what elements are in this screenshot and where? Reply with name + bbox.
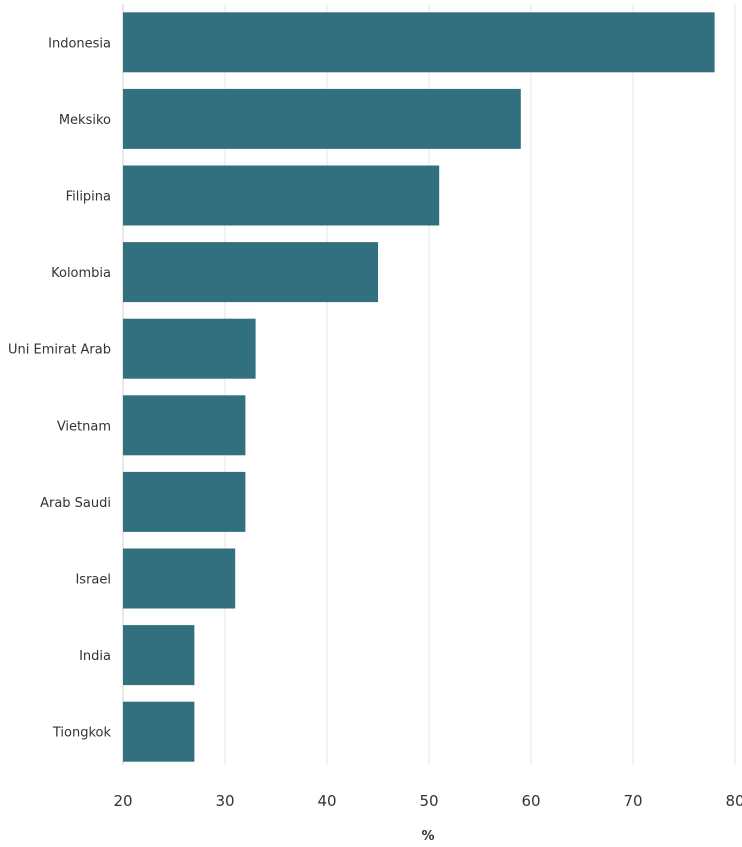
y-category-label: Uni Emirat Arab	[8, 343, 111, 358]
y-category-label: Filipina	[66, 190, 111, 205]
bar	[123, 165, 440, 226]
y-category-label: Meksiko	[59, 113, 111, 128]
x-axis-title: %	[421, 829, 434, 843]
x-tick-label: 50	[419, 792, 438, 810]
bar	[123, 701, 195, 762]
x-tick-label: 40	[317, 792, 336, 810]
y-category-label: Arab Saudi	[40, 496, 111, 511]
bar	[123, 242, 378, 303]
bar	[123, 12, 715, 73]
bar	[123, 548, 236, 609]
bar	[123, 471, 246, 532]
y-category-label: Kolombia	[51, 266, 111, 281]
y-category-label: Indonesia	[48, 36, 111, 51]
bars	[123, 12, 715, 762]
x-tick-label: 20	[113, 792, 132, 810]
y-category-label: India	[79, 649, 111, 664]
x-tick-label: 80	[725, 792, 742, 810]
x-tick-label: 70	[623, 792, 642, 810]
bar	[123, 318, 256, 379]
bar	[123, 625, 195, 686]
y-category-label: Vietnam	[57, 419, 111, 434]
x-axis-ticks: 20 30 40 50 60 70 80	[113, 792, 742, 810]
y-category-label: Tiongkok	[52, 726, 112, 741]
y-category-label: Israel	[75, 573, 111, 588]
y-axis-labels: Indonesia Meksiko Filipina Kolombia Uni Emir…	[8, 36, 111, 740]
x-tick-label: 60	[521, 792, 540, 810]
x-tick-label: 30	[215, 792, 234, 810]
bar	[123, 88, 521, 149]
bar	[123, 395, 246, 456]
